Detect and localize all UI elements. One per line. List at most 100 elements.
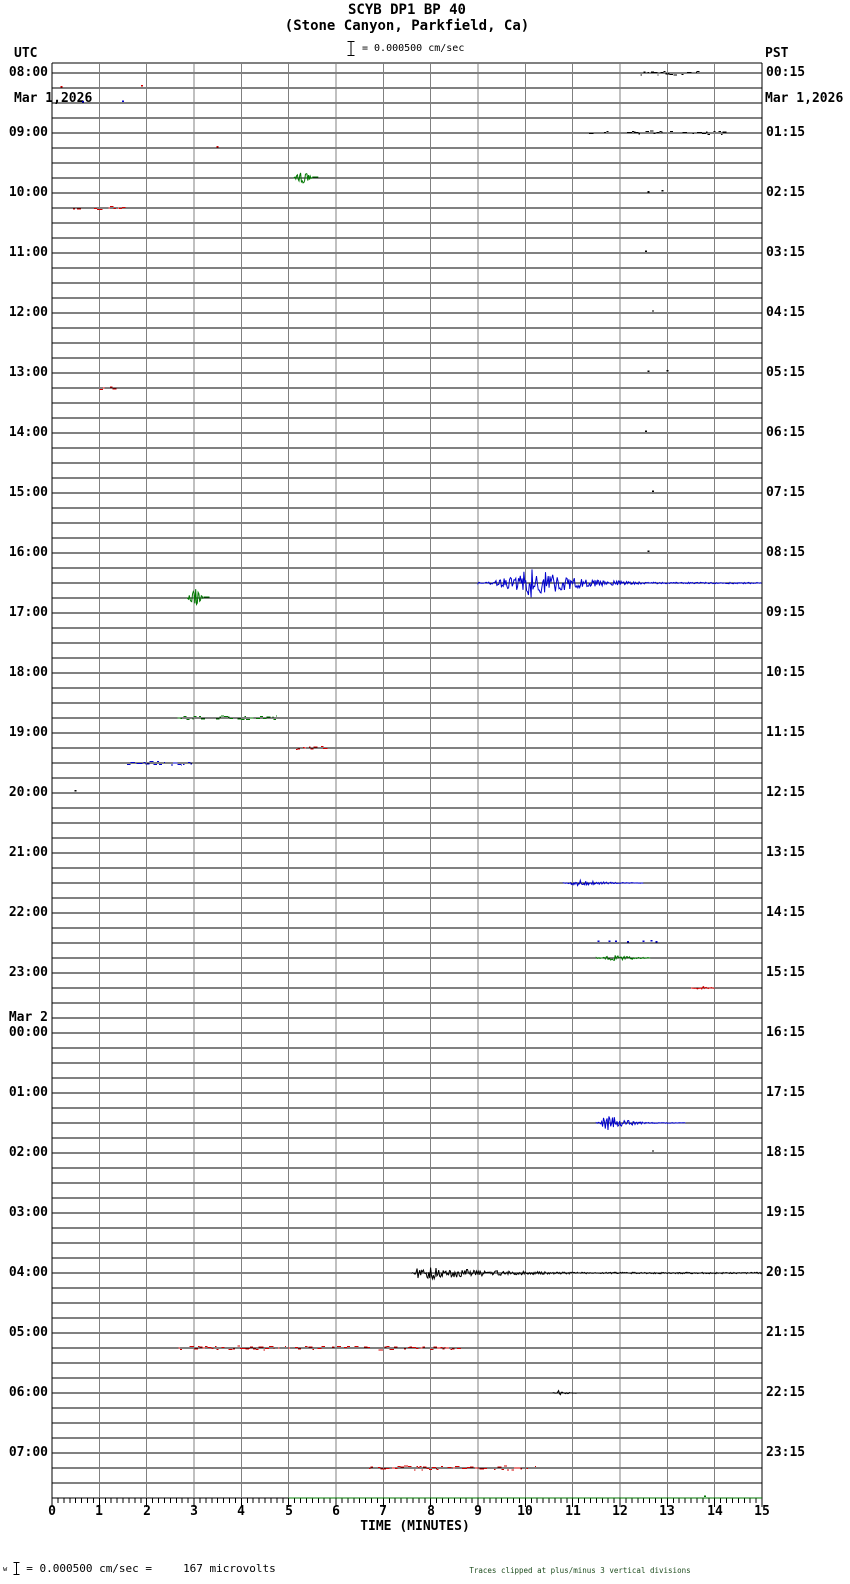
pst-hour-label: 13:15 [766,845,806,860]
utc-hour-label: 15:00 [8,485,48,500]
plot-path [411,1267,762,1281]
plot-path [647,190,664,193]
pst-label: PST [765,46,789,61]
pst-hour-label: 11:15 [766,725,806,740]
pst-hour-label: 02:15 [766,185,806,200]
plot-path [98,63,716,1498]
plot-path [51,1498,763,1507]
x-axis-tick-label: 5 [285,1504,293,1519]
plot-path [562,878,644,887]
utc-hour-label: 06:00 [8,1385,48,1400]
utc-date: Mar 1,2026 [14,91,93,106]
utc-hour-label: 01:00 [8,1085,48,1100]
plot-path [640,71,700,76]
utc-hour-label: 08:00 [8,65,48,80]
utc-date-label: Mar 2 [8,1010,48,1025]
x-axis-tick-label: 12 [612,1504,628,1519]
station-location: (Stone Canyon, Parkfield, Ca) [284,18,530,34]
pst-hour-label: 04:15 [766,305,806,320]
pst-hour-label: 22:15 [766,1385,806,1400]
utc-hour-label: 13:00 [8,365,48,380]
x-axis-tick-label: 6 [332,1504,340,1519]
scale-legend: = 0.000500 cm/sec [346,40,464,57]
plot-path [691,985,715,990]
x-axis-tick-label: 7 [379,1504,387,1519]
pst-hour-label: 01:15 [766,125,806,140]
utc-hour-label: 02:00 [8,1145,48,1160]
footer-microvolts: 167 microvolts [183,1562,276,1575]
x-axis-tick-label: 8 [427,1504,435,1519]
footer-w-glyph: w [3,1564,8,1573]
plot-path [595,955,651,962]
plot-path [99,386,117,391]
plot-path [52,62,762,1499]
pst-hour-label: 00:15 [766,65,806,80]
utc-hour-label: 03:00 [8,1205,48,1220]
plot-path [73,206,126,210]
pst-hour-label: 03:15 [766,245,806,260]
plot-path [186,589,210,607]
pst-hour-label: 10:15 [766,665,806,680]
scale-text: = 0.000500 cm/sec [362,43,465,54]
pst-hour-label: 20:15 [766,1265,806,1280]
utc-hour-label: 22:00 [8,905,48,920]
footer-scale: w = 0.000500 cm/sec = 167 microvolts [3,1561,276,1576]
plot-path [595,1116,686,1131]
x-axis-tick-label: 1 [95,1504,103,1519]
utc-hour-label: 14:00 [8,425,48,440]
x-axis-tick-label: 2 [143,1504,151,1519]
scale-bar-icon [347,41,355,56]
pst-hour-label: 17:15 [766,1085,806,1100]
plot-path [369,1465,537,1471]
pst-hour-label: 12:15 [766,785,806,800]
pst-hour-label: 07:15 [766,485,806,500]
plot-path [477,569,762,598]
pst-hour-label: 08:15 [766,545,806,560]
pst-hour-label: 15:15 [766,965,806,980]
plot-path [177,715,277,721]
plot-path [295,746,328,750]
pst-hour-label: 21:15 [766,1325,806,1340]
pst-hour-label: 14:15 [766,905,806,920]
footer-scale-bar-icon [13,1562,20,1575]
pst-hour-label: 06:15 [766,425,806,440]
x-axis-tick-label: 0 [48,1504,56,1519]
plot-path [597,940,658,943]
plot-path [60,84,143,88]
x-axis-tick-label: 9 [474,1504,482,1519]
utc-hour-label: 18:00 [8,665,48,680]
utc-hour-label: 19:00 [8,725,48,740]
station-title: SCYB DP1 BP 40 [347,2,466,18]
utc-hour-label: 04:00 [8,1265,48,1280]
pst-hour-label: 23:15 [766,1445,806,1460]
pst-hour-label: 05:15 [766,365,806,380]
plot-path [51,63,763,1498]
footer-clipping-note: Traces clipped at plus/minus 3 vertical … [469,1566,691,1575]
utc-hour-label: 12:00 [8,305,48,320]
utc-hour-label: 21:00 [8,845,48,860]
x-axis-tick-label: 3 [190,1504,198,1519]
utc-hour-label: 05:00 [8,1325,48,1340]
utc-hour-label: 00:00 [8,1025,48,1040]
pst-corner: PST Mar 1,2026 [765,16,843,136]
pst-hour-label: 19:15 [766,1205,806,1220]
utc-label: UTC [14,46,38,61]
utc-hour-label: 10:00 [8,185,48,200]
plot-path [551,1389,577,1396]
pst-date: Mar 1,2026 [765,91,844,106]
x-axis-tick-label: 15 [754,1504,770,1519]
utc-hour-label: 20:00 [8,785,48,800]
plot-path [127,761,193,766]
pst-hour-label: 18:15 [766,1145,806,1160]
x-axis-title: TIME (MINUTES) [360,1519,470,1534]
x-axis-tick-label: 13 [659,1504,675,1519]
utc-hour-label: 16:00 [8,545,48,560]
pst-hour-label: 09:15 [766,605,806,620]
plot-path [293,172,319,184]
utc-hour-label: 09:00 [8,125,48,140]
utc-hour-label: 23:00 [8,965,48,980]
x-axis-tick-label: 4 [237,1504,245,1519]
footer-scale-text: = 0.000500 cm/sec = [26,1562,153,1575]
